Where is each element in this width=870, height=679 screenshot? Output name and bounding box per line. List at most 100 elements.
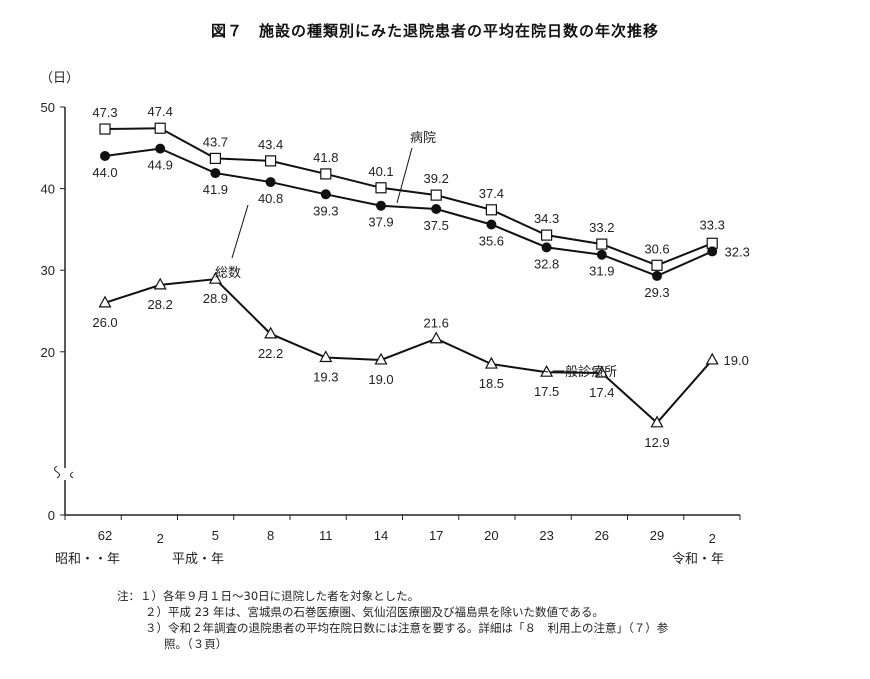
data-label: 32.8 xyxy=(534,256,559,271)
x-tick-label: 20 xyxy=(484,528,498,543)
data-label: 37.4 xyxy=(479,186,504,201)
y-tick-label: 50 xyxy=(41,100,55,115)
data-point-square xyxy=(209,152,221,165)
x-tick-label: 14 xyxy=(374,528,388,543)
data-label: 40.1 xyxy=(368,164,393,179)
data-label: 39.3 xyxy=(313,203,338,218)
data-point-square xyxy=(651,259,663,271)
data-point-triangle xyxy=(429,331,443,344)
era-label-heisei: 平成・年 xyxy=(172,551,224,566)
data-label: 21.6 xyxy=(424,316,449,331)
y-axis-label: （日） xyxy=(40,70,79,85)
note-3-cont: 照。（３頁） xyxy=(164,637,228,651)
data-point-circle xyxy=(431,204,442,214)
data-label: 33.3 xyxy=(700,217,725,232)
data-point-square xyxy=(430,189,442,201)
data-label: 26.0 xyxy=(92,315,117,330)
data-point-circle xyxy=(707,246,718,257)
data-point-triangle xyxy=(264,326,278,339)
data-label: 28.2 xyxy=(148,297,173,312)
data-point-triangle xyxy=(650,415,664,428)
data-label: 19.0 xyxy=(368,372,393,387)
data-label: 35.6 xyxy=(479,234,504,249)
x-tick-label: 11 xyxy=(319,528,333,543)
data-label: 22.2 xyxy=(258,346,283,361)
chart-title: 図７ 施設の種類別にみた退院患者の平均在院日数の年次推移 xyxy=(210,22,659,40)
data-point-triangle xyxy=(208,271,222,284)
data-point-circle xyxy=(155,143,166,154)
data-label: 43.4 xyxy=(258,137,283,152)
data-point-circle xyxy=(100,150,110,161)
data-point-triangle xyxy=(484,356,498,369)
leader-line-clinic xyxy=(504,365,549,373)
x-tick-label: 62 xyxy=(98,528,112,543)
note-1: 注：１）各年９月１日～30日に退院した者を対象とした。 xyxy=(117,589,420,603)
data-label: 41.8 xyxy=(313,150,338,165)
data-point-triangle xyxy=(705,352,719,365)
data-point-square xyxy=(596,238,608,250)
x-tick-label: 29 xyxy=(650,528,664,543)
series-label-total: 総数 xyxy=(215,265,241,280)
series-line-0 xyxy=(104,127,713,267)
data-point-circle xyxy=(541,242,552,253)
x-tick-label: 8 xyxy=(267,528,274,543)
x-tick-label: 2 xyxy=(157,531,164,546)
data-point-square xyxy=(375,182,387,194)
data-label: 37.9 xyxy=(368,215,393,230)
data-point-square xyxy=(154,122,166,134)
x-tick-label: 26 xyxy=(595,528,609,543)
data-point-triangle xyxy=(374,352,388,365)
data-point-square xyxy=(485,204,497,216)
x-tick-label: 17 xyxy=(429,528,443,543)
data-label: 31.9 xyxy=(589,264,614,279)
era-label-reiwa: 令和・年 xyxy=(672,551,724,566)
data-label: 18.5 xyxy=(479,376,504,391)
data-label: 19.0 xyxy=(724,353,749,368)
series-label-hospital: 病院 xyxy=(410,130,436,145)
data-point-triangle xyxy=(98,295,112,308)
data-point-triangle xyxy=(153,277,167,290)
data-label: 44.9 xyxy=(148,158,173,173)
axis-break-mark xyxy=(54,465,74,479)
leader-line-hospital xyxy=(396,147,413,204)
data-point-circle xyxy=(376,200,386,211)
series-line-2 xyxy=(104,278,713,425)
data-label: 41.9 xyxy=(203,182,228,197)
series-line-1 xyxy=(104,147,713,277)
data-label: 17.5 xyxy=(534,384,559,399)
data-point-circle xyxy=(320,189,331,200)
data-point-circle xyxy=(486,219,497,230)
y-tick-label: 30 xyxy=(41,263,55,278)
data-label: 47.3 xyxy=(92,105,117,120)
data-point-circle xyxy=(210,168,221,179)
x-tick-label: 5 xyxy=(212,528,219,543)
data-label: 12.9 xyxy=(644,435,669,450)
data-label: 40.8 xyxy=(258,191,283,206)
axis-break-gap xyxy=(63,468,68,480)
data-label: 44.0 xyxy=(92,165,117,180)
data-label: 19.3 xyxy=(313,370,338,385)
data-label: 28.9 xyxy=(203,291,228,306)
x-tick-label: 23 xyxy=(539,528,553,543)
data-label: 29.3 xyxy=(644,285,669,300)
data-point-circle xyxy=(596,249,607,260)
line-chart: （日） 0 20 30 40 50 62 2 5 8 11 14 17 20 23 26 29 2 昭和・・年 平成・… xyxy=(40,70,750,566)
data-point-square xyxy=(99,123,111,135)
data-point-triangle xyxy=(595,365,609,378)
era-label-showa: 昭和・・年 xyxy=(55,551,120,566)
data-label: 37.5 xyxy=(424,218,449,233)
data-label: 17.4 xyxy=(589,385,614,400)
data-point-square xyxy=(265,155,277,167)
data-label: 33.2 xyxy=(589,220,614,235)
notes: 注：１）各年９月１日～30日に退院した者を対象とした。 ２）平成 23 年は、宮… xyxy=(117,588,668,652)
y-tick-label: 20 xyxy=(41,345,55,360)
series-label-clinic: 一般診療所 xyxy=(552,364,617,379)
y-tick-label: 0 xyxy=(48,508,55,523)
data-point-square xyxy=(320,168,332,180)
note-3: ３）令和２年調査の退院患者の平均在院日数には注意を要する。詳細は「８ 利用上の注… xyxy=(145,621,669,635)
data-label: 32.3 xyxy=(725,244,750,259)
data-label: 39.2 xyxy=(424,171,449,186)
data-label: 47.4 xyxy=(148,104,173,119)
data-label: 30.6 xyxy=(644,241,669,256)
